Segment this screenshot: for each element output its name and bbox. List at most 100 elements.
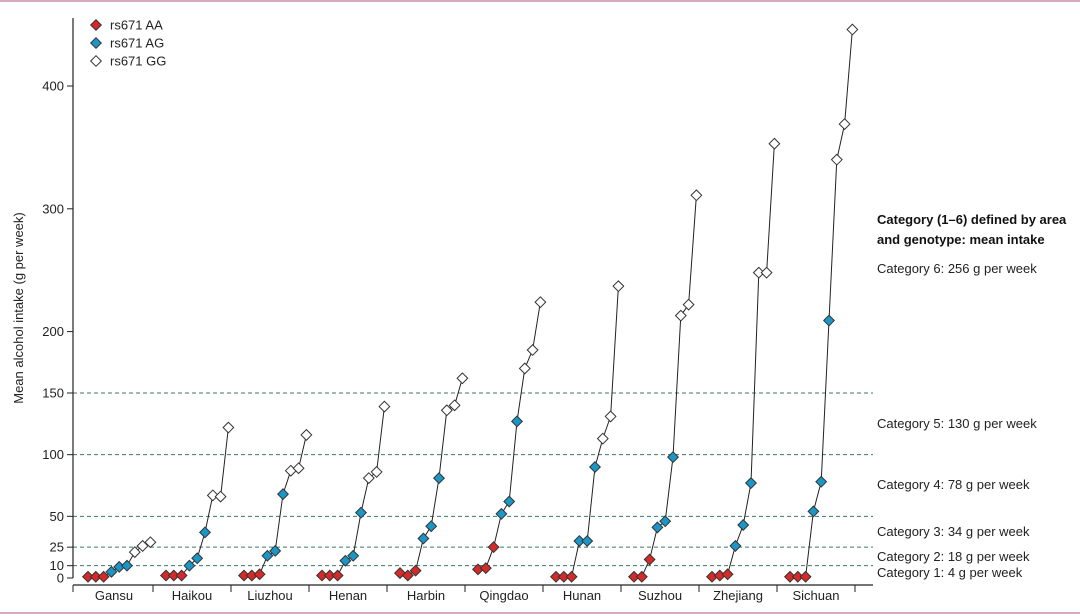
legend-label: rs671 GG xyxy=(110,54,166,69)
x-tick-label: Haikou xyxy=(172,588,212,603)
point-aa-hunan xyxy=(549,570,563,583)
point-gg-suzhou xyxy=(690,189,703,202)
category-label: Category 5: 130 g per week xyxy=(877,416,1037,431)
legend-marker xyxy=(89,54,103,68)
x-tick-label: Qingdao xyxy=(479,588,528,603)
x-tick-label: Zhejiang xyxy=(713,588,763,603)
x-tick-label: Gansu xyxy=(95,588,133,603)
point-aa-sichuan xyxy=(791,570,804,583)
point-aa-qingdao xyxy=(479,562,492,575)
point-ag-gansu xyxy=(120,559,134,572)
point-aa-henan xyxy=(315,569,329,582)
point-ag-henan xyxy=(354,506,368,519)
point-gg-zhejiang xyxy=(752,266,765,279)
point-ag-haikou xyxy=(191,552,204,565)
point-gg-haikou xyxy=(214,490,227,503)
point-gg-hunan xyxy=(604,410,617,423)
y-axis-label: Mean alcohol intake (g per week) xyxy=(11,212,26,404)
point-gg-sichuan xyxy=(846,23,859,36)
point-aa-sichuan xyxy=(799,570,812,583)
point-gg-suzhou xyxy=(682,298,695,311)
point-aa-henan xyxy=(323,569,336,582)
point-ag-liuzhou xyxy=(276,488,290,501)
point-gg-haikou xyxy=(222,421,235,434)
category-label: Category 3: 34 g per week xyxy=(877,524,1030,539)
category-label: Category 1: 4 g per week xyxy=(877,565,1023,580)
point-ag-sichuan xyxy=(822,314,836,327)
point-aa-harbin xyxy=(409,564,422,577)
y-tick-label: 0 xyxy=(57,571,64,586)
point-gg-qingdao xyxy=(534,296,547,309)
point-aa-gansu xyxy=(89,570,102,583)
y-tick-label: 10 xyxy=(50,558,64,573)
point-gg-sichuan xyxy=(838,118,851,131)
x-tick-label: Harbin xyxy=(407,588,445,603)
series-line-qingdao xyxy=(477,302,541,570)
point-ag-harbin xyxy=(417,532,430,545)
point-gg-zhejiang xyxy=(768,137,781,150)
x-tick-label: Henan xyxy=(329,588,367,603)
point-aa-qingdao xyxy=(487,541,500,554)
point-gg-harbin xyxy=(440,404,453,417)
point-ag-henan xyxy=(347,549,360,562)
point-gg-henan xyxy=(370,465,383,478)
point-ag-sichuan xyxy=(807,505,820,518)
point-gg-suzhou xyxy=(674,309,687,322)
point-ag-liuzhou xyxy=(269,544,282,557)
annotation-heading: Category (1–6) defined by area xyxy=(877,212,1067,227)
point-gg-gansu xyxy=(136,539,149,552)
point-aa-haikou xyxy=(167,569,180,582)
point-ag-hunan xyxy=(573,534,586,548)
point-ag-harbin xyxy=(425,520,438,533)
point-aa-liuzhou xyxy=(237,569,251,582)
point-gg-liuzhou xyxy=(300,428,313,441)
series-line-hunan xyxy=(556,286,619,578)
point-ag-henan xyxy=(339,554,352,567)
point-ag-zhejiang xyxy=(729,539,742,552)
legend-label: rs671 AA xyxy=(110,18,163,33)
point-aa-gansu xyxy=(81,570,95,583)
category-label: Category 6: 256 g per week xyxy=(877,261,1037,276)
point-aa-haikou xyxy=(175,569,188,582)
legend-label: rs671 AG xyxy=(110,36,164,51)
point-ag-suzhou xyxy=(659,515,672,528)
point-aa-liuzhou xyxy=(253,568,266,581)
category-label: Category 4: 78 g per week xyxy=(877,477,1030,492)
point-ag-gansu xyxy=(105,565,118,578)
point-aa-henan xyxy=(331,569,344,582)
point-aa-sichuan xyxy=(783,570,797,583)
point-ag-zhejiang xyxy=(737,518,750,531)
point-aa-harbin xyxy=(393,567,407,580)
point-aa-gansu xyxy=(97,570,110,583)
y-tick-label: 400 xyxy=(42,79,64,94)
point-aa-hunan xyxy=(557,570,570,583)
point-gg-qingdao xyxy=(526,344,539,357)
point-gg-harbin xyxy=(456,372,469,385)
point-ag-hunan xyxy=(588,460,602,474)
point-aa-haikou xyxy=(159,569,173,582)
x-tick-label: Suzhou xyxy=(638,588,682,603)
point-gg-qingdao xyxy=(518,362,531,375)
point-gg-hunan xyxy=(612,280,625,293)
y-tick-label: 150 xyxy=(42,386,64,401)
point-ag-liuzhou xyxy=(261,549,274,562)
point-gg-harbin xyxy=(448,399,461,412)
x-tick-label: Hunan xyxy=(563,588,601,603)
series-line-sichuan xyxy=(790,29,853,578)
y-tick-label: 50 xyxy=(50,509,64,524)
point-aa-suzhou xyxy=(627,570,641,583)
point-ag-zhejiang xyxy=(744,477,758,490)
point-gg-henan xyxy=(378,400,391,413)
point-gg-sichuan xyxy=(830,153,843,166)
point-ag-suzhou xyxy=(666,451,680,464)
point-gg-haikou xyxy=(206,489,219,502)
bottom-rule xyxy=(0,612,1080,614)
point-gg-liuzhou xyxy=(292,462,305,475)
point-ag-qingdao xyxy=(503,495,516,508)
point-ag-hunan xyxy=(581,534,594,548)
point-ag-haikou xyxy=(198,526,212,539)
annotation-heading: and genotype: mean intake xyxy=(877,232,1045,247)
point-aa-suzhou xyxy=(643,553,656,566)
